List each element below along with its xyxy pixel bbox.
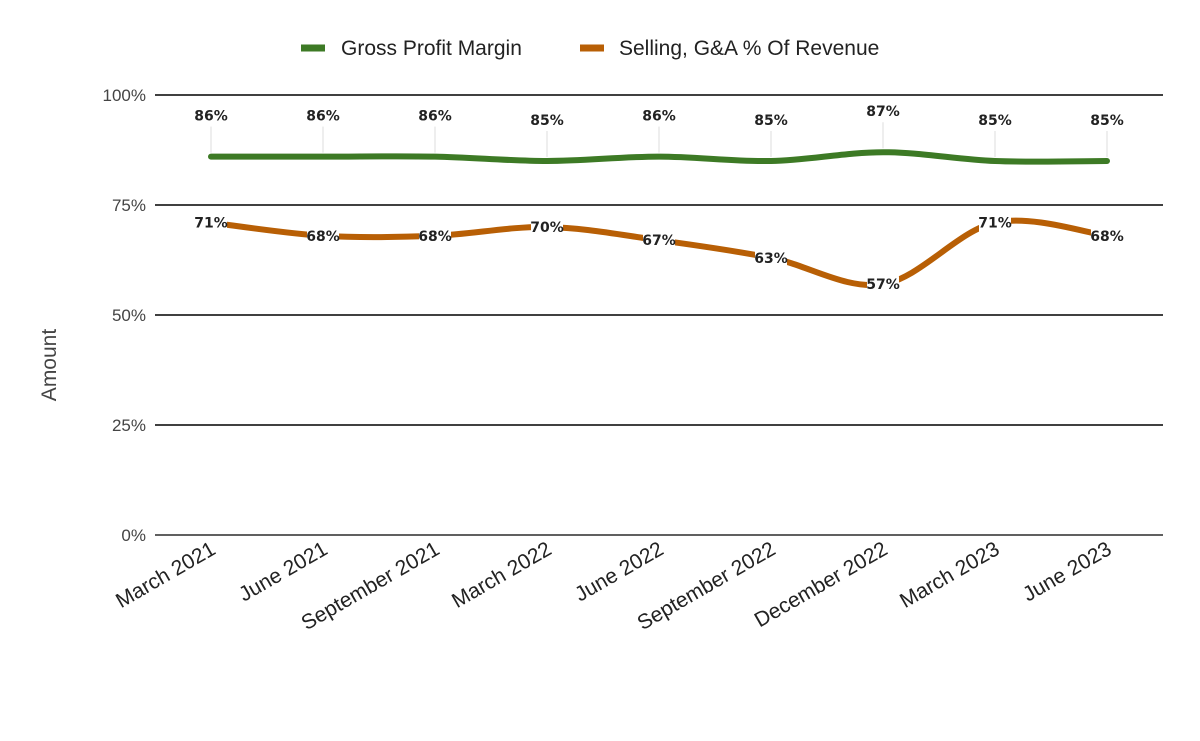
- x-tick-label: March 2022: [448, 537, 556, 612]
- y-tick-label: 50%: [112, 306, 146, 325]
- data-label: 68%: [306, 229, 340, 245]
- legend-label: Gross Profit Margin: [341, 37, 522, 60]
- data-label-bg: [979, 214, 1011, 232]
- data-label-bg: [531, 219, 563, 236]
- y-tick-label: 100%: [103, 86, 146, 105]
- x-tick-label: June 2022: [571, 537, 667, 606]
- y-tick-label: 75%: [112, 196, 146, 215]
- data-label: 85%: [530, 113, 564, 129]
- data-label-bg: [419, 227, 451, 245]
- data-label: 86%: [306, 109, 340, 125]
- y-axis-title: Amount: [38, 329, 61, 402]
- data-label: 68%: [418, 229, 452, 245]
- data-label-bg: [1091, 227, 1123, 245]
- data-label: 86%: [642, 109, 676, 125]
- data-label: 63%: [754, 251, 788, 267]
- data-label-bg: [195, 214, 227, 232]
- data-label: 71%: [978, 216, 1012, 232]
- data-label: 85%: [1090, 113, 1124, 129]
- data-label-bg: [867, 276, 899, 294]
- data-label: 71%: [194, 216, 228, 232]
- data-label: 67%: [642, 233, 676, 249]
- y-tick-label: 0%: [121, 526, 146, 545]
- data-label-bg: [755, 249, 787, 267]
- data-label: 85%: [754, 113, 788, 129]
- y-tick-label: 25%: [112, 416, 146, 435]
- gridlines: [155, 94, 1163, 536]
- data-label: 87%: [866, 104, 900, 120]
- x-tick-label: March 2021: [112, 537, 220, 612]
- x-tick-label: June 2023: [1019, 537, 1115, 606]
- data-label: 57%: [866, 277, 900, 293]
- series-layer: [208, 122, 1110, 289]
- legend-label: Selling, G&A % Of Revenue: [619, 37, 879, 60]
- x-tick-label: June 2021: [235, 537, 331, 606]
- data-labels: 86% 86% 86% 85% 86% 85% 87% 85% 85% 71% 68% 68% 70% 6…: [194, 104, 1124, 294]
- series-line: [208, 149, 1110, 165]
- series-line: [208, 217, 1110, 289]
- data-label-bg: [307, 227, 339, 245]
- x-tick-label: March 2023: [896, 537, 1004, 612]
- y-axis-ticks: 0% 25% 50% 75% 100%: [103, 86, 146, 545]
- data-label: 85%: [978, 113, 1012, 129]
- data-label: 86%: [194, 109, 228, 125]
- legend: Gross Profit Margin Selling, G&A % Of Rev…: [301, 37, 879, 60]
- data-label: 86%: [418, 109, 452, 125]
- data-label: 70%: [530, 220, 564, 236]
- data-label: 68%: [1090, 229, 1124, 245]
- data-label-bg: [643, 232, 675, 250]
